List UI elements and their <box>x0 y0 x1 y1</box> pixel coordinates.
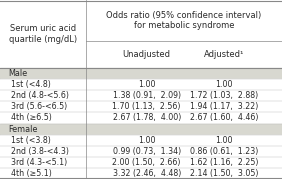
Text: 1.70 (1.13,  2.56): 1.70 (1.13, 2.56) <box>113 102 181 111</box>
Text: 2nd (4.8-<5.6): 2nd (4.8-<5.6) <box>11 91 69 100</box>
Text: Adjusted¹: Adjusted¹ <box>204 50 244 59</box>
Text: 2.67 (1.78,  4.00): 2.67 (1.78, 4.00) <box>113 113 181 122</box>
Bar <box>0 79 282 90</box>
Text: Male: Male <box>8 69 28 78</box>
Bar <box>0 146 282 157</box>
Text: 3rd (5.6-<6.5): 3rd (5.6-<6.5) <box>11 102 67 111</box>
Text: 4th (≥6.5): 4th (≥6.5) <box>11 113 52 122</box>
Bar <box>0 124 282 135</box>
Text: 1.00: 1.00 <box>215 136 233 145</box>
Text: 1.72 (1.03,  2.88): 1.72 (1.03, 2.88) <box>190 91 258 100</box>
Text: 1st (<3.8): 1st (<3.8) <box>11 136 51 145</box>
Text: 1.62 (1.16,  2.25): 1.62 (1.16, 2.25) <box>190 158 258 167</box>
Bar <box>0 90 282 101</box>
Text: 0.86 (0.61,  1.23): 0.86 (0.61, 1.23) <box>190 147 258 156</box>
Bar <box>0 157 282 168</box>
Text: 1.38 (0.91,  2.09): 1.38 (0.91, 2.09) <box>113 91 181 100</box>
Text: 1.00: 1.00 <box>138 136 155 145</box>
Text: Odds ratio (95% confidence interval)
for metabolic syndrome: Odds ratio (95% confidence interval) for… <box>106 11 262 30</box>
Text: 2.67 (1.60,  4.46): 2.67 (1.60, 4.46) <box>190 113 258 122</box>
Text: 2.00 (1.50,  2.66): 2.00 (1.50, 2.66) <box>113 158 181 167</box>
Bar <box>0 101 282 112</box>
Bar <box>0 135 282 146</box>
Bar <box>0 112 282 124</box>
Text: 3.32 (2.46,  4.48): 3.32 (2.46, 4.48) <box>113 169 181 178</box>
Bar <box>0 168 282 179</box>
Text: 1.94 (1.17,  3.22): 1.94 (1.17, 3.22) <box>190 102 258 111</box>
Text: Unadjusted: Unadjusted <box>123 50 171 59</box>
Bar <box>0 0 282 68</box>
Text: Serum uric acid
quartile (mg/dL): Serum uric acid quartile (mg/dL) <box>9 24 77 44</box>
Text: 4th (≥5.1): 4th (≥5.1) <box>11 169 52 178</box>
Text: 1.00: 1.00 <box>138 80 155 89</box>
Text: 0.99 (0.73,  1.34): 0.99 (0.73, 1.34) <box>113 147 181 156</box>
Bar <box>0 68 282 79</box>
Text: 1.00: 1.00 <box>215 80 233 89</box>
Text: 2.14 (1.50,  3.05): 2.14 (1.50, 3.05) <box>190 169 258 178</box>
Text: 3rd (4.3-<5.1): 3rd (4.3-<5.1) <box>11 158 67 167</box>
Text: 1st (<4.8): 1st (<4.8) <box>11 80 51 89</box>
Text: Female: Female <box>8 125 38 134</box>
Text: 2nd (3.8-<4.3): 2nd (3.8-<4.3) <box>11 147 69 156</box>
